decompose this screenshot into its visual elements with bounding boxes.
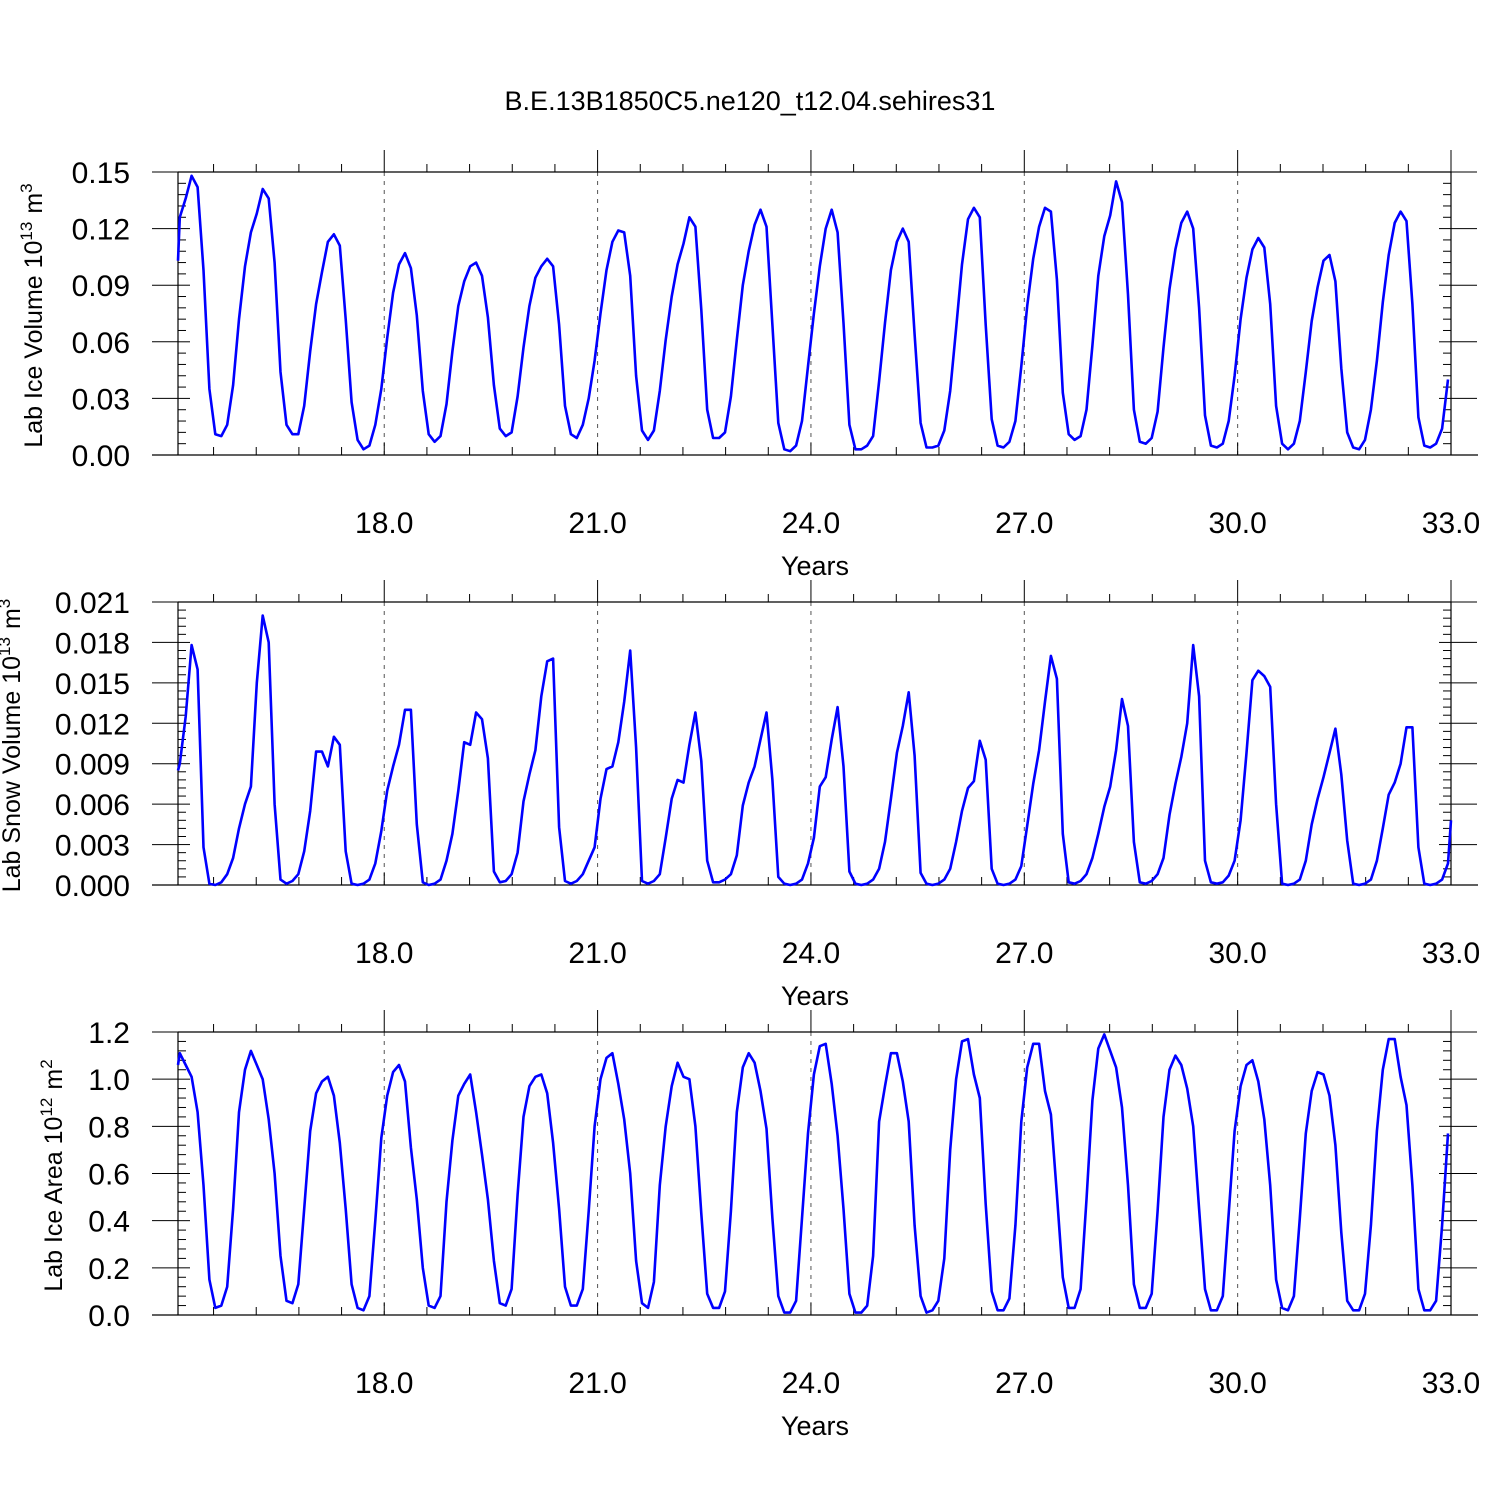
- x-tick-label: 27.0: [995, 507, 1053, 540]
- y-axis-label-text: Lab Ice Area 10: [40, 1117, 68, 1292]
- y-axis-label: Lab Ice Volume 1013 m3: [17, 183, 48, 447]
- chart-panel-1: 18.0 21.0 24.0 27.0 30.0 33.0 0.00 0.03 0.06 0.09…: [17, 150, 1480, 581]
- x-tick-label: 30.0: [1208, 507, 1266, 540]
- y-tick-label: 0.018: [55, 627, 130, 660]
- y-axis-label-text: Lab Snow Volume 10: [0, 656, 26, 892]
- y-tick-label: 0.09: [72, 270, 130, 303]
- y-axis-label-unit: m: [20, 193, 48, 214]
- x-tick-label: 30.0: [1208, 1367, 1266, 1400]
- chart-panel-3: 18.0 21.0 24.0 27.0 30.0 33.00.00.20.40.60.81…: [37, 1010, 1480, 1441]
- panels: 18.0 21.0 24.0 27.0 30.0 33.00.000.030.060.09…: [0, 150, 1480, 1441]
- x-tick-label: 24.0: [782, 507, 840, 540]
- y-tick-label: 0.006: [55, 789, 130, 822]
- y-axis-label-unit-exponent: 3: [0, 599, 14, 608]
- x-axis-label: Years: [781, 981, 849, 1011]
- y-tick-label: 0.06: [72, 327, 130, 360]
- y-tick-label: 0.6: [88, 1159, 130, 1192]
- x-axis-label: Years: [781, 1411, 849, 1441]
- x-tick-label: 33.0: [1422, 937, 1480, 970]
- y-tick-label: 0.8: [88, 1111, 130, 1144]
- y-tick-label: 0.021: [55, 587, 130, 620]
- y-tick-label: 0.003: [55, 830, 130, 863]
- x-tick-label: 18.0: [355, 507, 413, 540]
- series-line-1: [176, 1033, 1450, 1314]
- y-tick-label: 0.00: [72, 440, 130, 473]
- y-axis-label-unit: m: [40, 1069, 68, 1090]
- y-tick-label: 0.009: [55, 749, 130, 782]
- x-tick-label: 21.0: [568, 937, 626, 970]
- y-tick-label: 0.15: [72, 157, 130, 190]
- series-line-1: [176, 614, 1453, 887]
- y-axis-label-unit-exponent: 2: [37, 1059, 56, 1068]
- y-axis-label: Lab Ice Area 1012 m2: [37, 1059, 68, 1291]
- y-tick-label: 1.2: [88, 1017, 130, 1050]
- y-tick-label: 0.03: [72, 383, 130, 416]
- y-axis-label-exponent: 13: [17, 222, 36, 241]
- y-axis-label-unit: m: [0, 608, 26, 629]
- x-tick-label: 18.0: [355, 937, 413, 970]
- series-line-1: [176, 174, 1450, 453]
- x-tick-label: 24.0: [782, 937, 840, 970]
- y-tick-label: 0.0: [88, 1300, 130, 1333]
- y-tick-label: 0.4: [88, 1206, 130, 1239]
- y-axis-label-unit-exponent: 3: [17, 183, 36, 192]
- y-tick-label: 0.000: [55, 870, 130, 903]
- y-axis-label: Lab Snow Volume 1013 m3: [0, 599, 26, 893]
- y-tick-label: 0.015: [55, 668, 130, 701]
- x-tick-label: 18.0: [355, 1367, 413, 1400]
- x-axis-label: Years: [781, 551, 849, 581]
- x-tick-label: 27.0: [995, 937, 1053, 970]
- x-tick-label: 21.0: [568, 1367, 626, 1400]
- y-tick-label: 0.12: [72, 214, 130, 247]
- y-axis-label-text: Lab Ice Volume 10: [20, 241, 48, 448]
- y-axis-label-exponent: 13: [0, 637, 14, 656]
- x-tick-label: 30.0: [1208, 937, 1266, 970]
- x-tick-label: 33.0: [1422, 507, 1480, 540]
- x-tick-label: 33.0: [1422, 1367, 1480, 1400]
- x-tick-label: 21.0: [568, 507, 626, 540]
- y-tick-label: 1.0: [88, 1064, 130, 1097]
- figure-title: B.E.13B1850C5.ne120_t12.04.sehires31: [505, 86, 996, 116]
- chart-panel-2: 18.0 21.0 24.0 27.0 30.0 33.0 0.000 0.003 0.006 0…: [0, 580, 1480, 1011]
- y-axis-label-exponent: 12: [37, 1098, 56, 1117]
- y-tick-label: 0.2: [88, 1253, 130, 1286]
- x-tick-label: 27.0: [995, 1367, 1053, 1400]
- x-tick-label: 24.0: [782, 1367, 840, 1400]
- y-tick-label: 0.012: [55, 708, 130, 741]
